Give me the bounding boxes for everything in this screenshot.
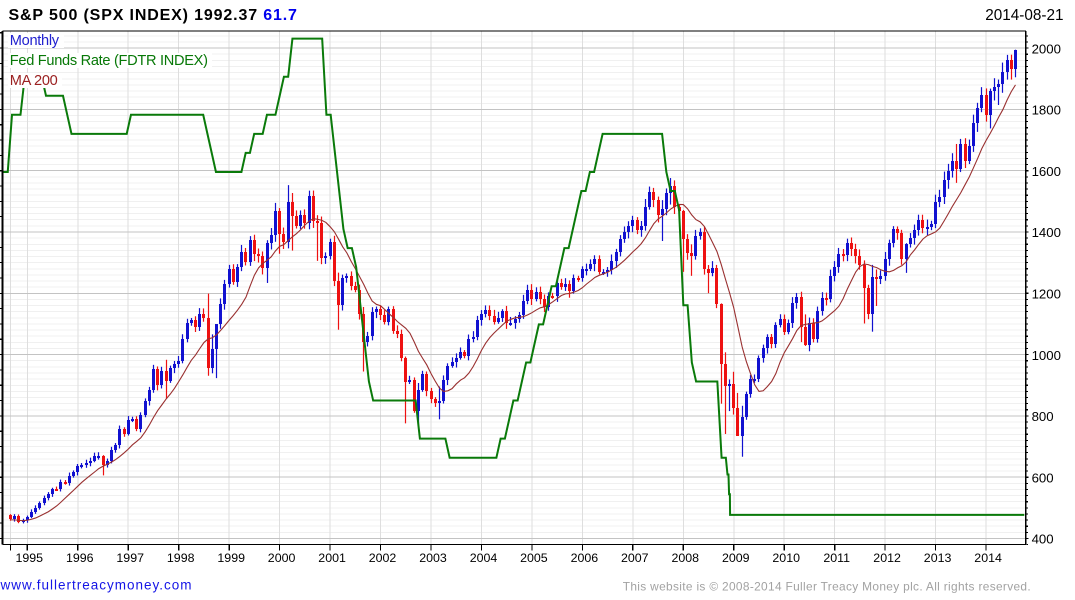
- svg-text:2005: 2005: [520, 551, 548, 565]
- svg-text:MA 200: MA 200: [10, 73, 58, 89]
- svg-text:This website is © 2008-2014 Fu: This website is © 2008-2014 Fuller Treac…: [623, 579, 1031, 593]
- svg-text:800: 800: [1032, 409, 1054, 424]
- svg-text:1600: 1600: [1032, 164, 1061, 179]
- svg-text:2014: 2014: [974, 551, 1002, 565]
- svg-text:1000: 1000: [1032, 348, 1061, 363]
- svg-text:2004: 2004: [470, 551, 498, 565]
- svg-text:1800: 1800: [1032, 103, 1061, 118]
- svg-text:600: 600: [1032, 470, 1054, 485]
- svg-text:2009: 2009: [722, 551, 750, 565]
- svg-text:1400: 1400: [1032, 225, 1061, 240]
- svg-text:2003: 2003: [419, 551, 447, 565]
- svg-text:1997: 1997: [116, 551, 144, 565]
- svg-text:2006: 2006: [571, 551, 599, 565]
- svg-text:2014-08-21: 2014-08-21: [985, 7, 1063, 24]
- svg-text:2012: 2012: [873, 551, 901, 565]
- svg-text:1999: 1999: [217, 551, 245, 565]
- svg-text:2000: 2000: [1032, 41, 1061, 56]
- svg-text:Monthly: Monthly: [10, 33, 60, 49]
- svg-text:1200: 1200: [1032, 287, 1061, 302]
- svg-text:2007: 2007: [621, 551, 649, 565]
- svg-text:2008: 2008: [672, 551, 700, 565]
- svg-text:2000: 2000: [268, 551, 296, 565]
- svg-text:2013: 2013: [924, 551, 952, 565]
- svg-text:400: 400: [1032, 532, 1054, 547]
- svg-text:2010: 2010: [772, 551, 800, 565]
- svg-text:1998: 1998: [167, 551, 195, 565]
- svg-text:2011: 2011: [823, 551, 850, 565]
- svg-text:2001: 2001: [318, 551, 346, 565]
- svg-text:S&P 500 (SPX INDEX) 1992.37 61: S&P 500 (SPX INDEX) 1992.37 61.7: [9, 7, 298, 24]
- svg-text:Fed Funds Rate (FDTR INDEX): Fed Funds Rate (FDTR INDEX): [10, 53, 208, 69]
- svg-text:2002: 2002: [369, 551, 397, 565]
- svg-text:www.fullertreacymoney.com: www.fullertreacymoney.com: [0, 577, 193, 592]
- svg-text:1996: 1996: [66, 551, 94, 565]
- svg-text:1995: 1995: [16, 551, 44, 565]
